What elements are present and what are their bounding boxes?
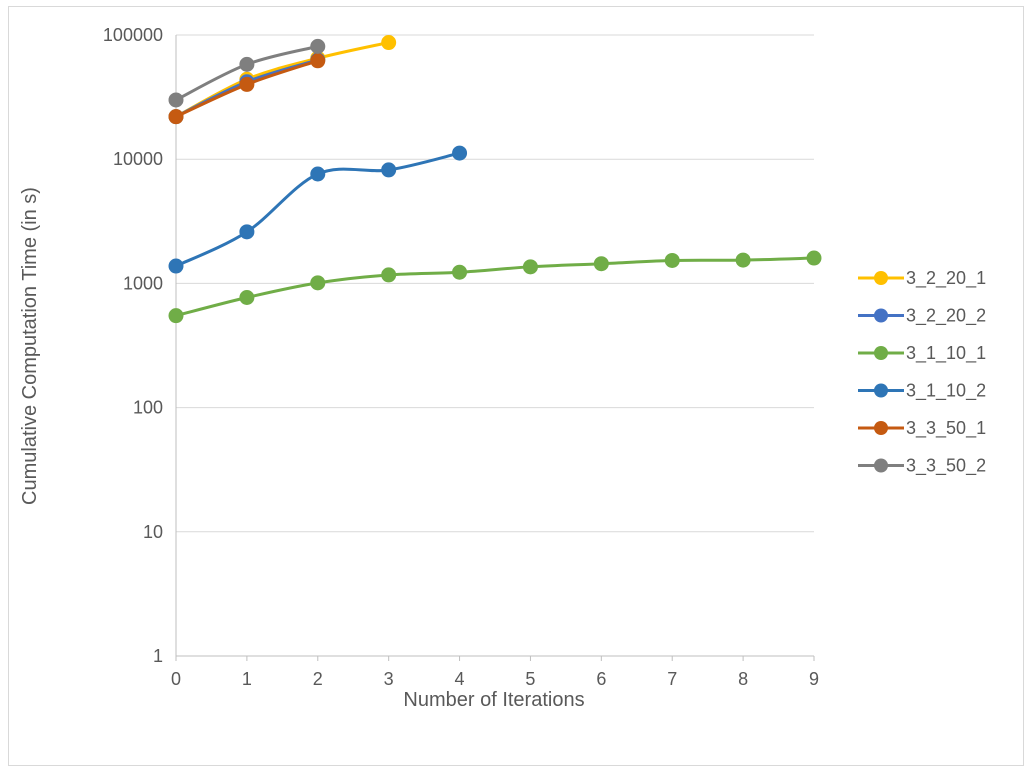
data-point <box>239 289 255 305</box>
data-point <box>381 35 397 51</box>
legend-label: 3_3_50_2 <box>906 456 986 477</box>
series-3_1_10_2 <box>168 145 468 274</box>
legend-marker <box>874 421 888 435</box>
data-point <box>239 56 255 72</box>
legend-label: 3_2_20_2 <box>906 306 986 327</box>
x-tick-label: 9 <box>809 669 819 689</box>
legend-label: 3_1_10_1 <box>906 343 986 364</box>
y-tick-label: 10 <box>143 522 163 542</box>
x-tick-label: 8 <box>738 669 748 689</box>
series-line <box>174 256 816 318</box>
data-point <box>593 256 609 272</box>
data-point <box>239 76 255 92</box>
data-point <box>522 259 538 275</box>
legend-item: 3_2_20_2 <box>858 306 986 327</box>
data-point <box>168 258 184 274</box>
y-tick-label: 10000 <box>113 149 163 169</box>
data-point <box>168 109 184 125</box>
y-tick-label: 1000 <box>123 273 163 293</box>
y-axis-title: Cumulative Computation Time (in s) <box>19 187 41 505</box>
legend-item: 3_1_10_2 <box>858 381 986 402</box>
grid-lines <box>176 34 814 533</box>
data-point <box>735 252 751 268</box>
legend-label: 3_2_20_1 <box>906 268 986 289</box>
data-point <box>452 145 468 161</box>
legend-marker <box>874 346 888 360</box>
y-tick-label: 100 <box>133 398 163 418</box>
data-point <box>806 250 822 266</box>
data-point <box>168 92 184 108</box>
chart-border <box>8 6 1024 766</box>
series-layer <box>168 35 822 324</box>
data-point <box>381 267 397 283</box>
legend-label: 3_1_10_2 <box>906 381 986 402</box>
data-point <box>381 162 397 178</box>
legend: 3_2_20_1 3_2_20_2 3_1_10_1 3_1_10_2 3_3_50_1… <box>858 268 986 477</box>
legend-marker <box>874 308 888 323</box>
x-tick-label: 0 <box>171 669 181 689</box>
legend-marker <box>874 458 888 473</box>
data-point <box>452 264 468 280</box>
series-3_1_10_1 <box>168 250 822 324</box>
legend-marker <box>874 271 888 285</box>
x-tick-label: 1 <box>242 669 252 689</box>
legend-marker <box>874 383 888 398</box>
series-3_3_50_1 <box>168 53 326 125</box>
y-tick-label: 100000 <box>103 25 163 45</box>
legend-item: 3_2_20_1 <box>858 268 986 289</box>
data-point <box>310 53 326 69</box>
data-point <box>310 275 326 291</box>
x-tick-label: 2 <box>313 669 323 689</box>
data-point <box>168 308 184 324</box>
x-axis-title: Number of Iterations <box>403 689 584 711</box>
data-point <box>310 38 326 54</box>
data-point <box>239 224 255 240</box>
data-point <box>664 252 680 268</box>
legend-item: 3_3_50_1 <box>858 418 986 439</box>
legend-label: 3_3_50_1 <box>906 418 986 439</box>
x-tick-label: 4 <box>455 669 465 689</box>
x-tick-label: 3 <box>384 669 394 689</box>
x-tick-label: 5 <box>525 669 535 689</box>
legend-item: 3_3_50_2 <box>858 456 986 477</box>
x-tick-label: 7 <box>667 669 677 689</box>
data-point <box>310 166 326 182</box>
series-3_3_50_2 <box>168 38 326 108</box>
y-tick-label: 1 <box>153 646 163 666</box>
x-tick-label: 6 <box>596 669 606 689</box>
legend-item: 3_1_10_1 <box>858 343 986 364</box>
